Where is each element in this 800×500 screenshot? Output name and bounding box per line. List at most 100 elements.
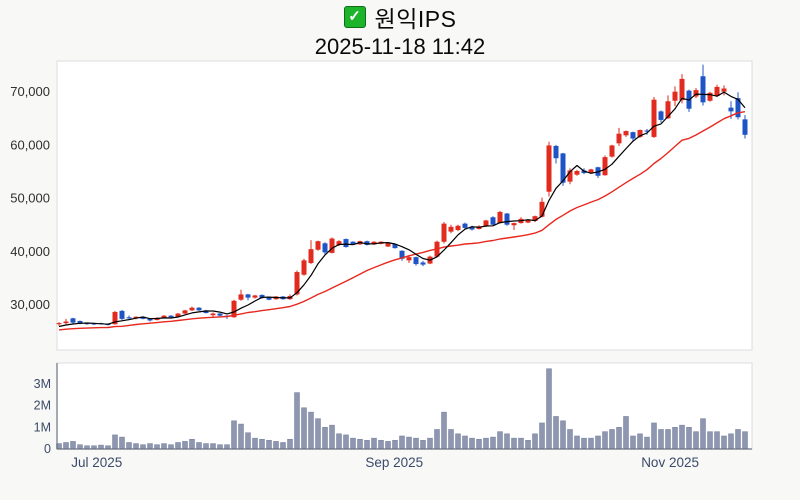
volume-bar bbox=[504, 433, 510, 450]
volume-bar bbox=[147, 443, 153, 450]
candle-body bbox=[623, 131, 629, 136]
volume-bar bbox=[189, 438, 195, 450]
volume-bar bbox=[483, 437, 489, 450]
datetime-label: 2025-11-18 11:42 bbox=[314, 34, 486, 59]
volume-bar bbox=[126, 442, 132, 450]
volume-bar bbox=[560, 420, 566, 450]
candle-body bbox=[189, 307, 195, 311]
ma-slow-line bbox=[58, 111, 746, 331]
candle-body bbox=[294, 272, 300, 295]
candle-body bbox=[616, 133, 622, 144]
chart-header: ✓ 원익IPS 2025-11-18 11:42 bbox=[0, 2, 800, 60]
volume-bar bbox=[441, 411, 447, 450]
volume-bar bbox=[336, 433, 342, 450]
candle-body bbox=[721, 88, 727, 92]
volume-bar bbox=[266, 440, 272, 450]
candle-body bbox=[581, 170, 587, 174]
volume-bar bbox=[595, 435, 601, 450]
volume-axis-label: 0 bbox=[44, 442, 51, 456]
volume-bar bbox=[602, 431, 608, 450]
volume-panel bbox=[56, 362, 753, 450]
volume-bar bbox=[182, 441, 188, 450]
volume-bar bbox=[378, 440, 384, 450]
candle-body bbox=[252, 295, 258, 298]
candle-body bbox=[329, 238, 335, 253]
candle-body bbox=[112, 311, 118, 325]
candle-body bbox=[84, 323, 90, 325]
volume-bar bbox=[399, 435, 405, 450]
candle-body bbox=[392, 243, 398, 249]
candle-body bbox=[315, 241, 321, 250]
volume-bar bbox=[315, 418, 321, 450]
volume-bar bbox=[455, 433, 461, 450]
volume-bar bbox=[567, 429, 573, 450]
volume-bar bbox=[322, 427, 328, 450]
volume-bar bbox=[462, 435, 468, 450]
price-axis-label: 40,000 bbox=[10, 244, 50, 259]
candle-body bbox=[574, 170, 580, 175]
volume-bar bbox=[511, 437, 517, 450]
stock-name-label: 원익IPS bbox=[374, 6, 457, 32]
candle-body bbox=[203, 310, 209, 314]
ma-fast-line bbox=[58, 91, 746, 328]
volume-bar bbox=[385, 441, 391, 450]
price-axis-label: 30,000 bbox=[10, 297, 50, 312]
price-axis-label: 60,000 bbox=[10, 137, 50, 152]
candle-body bbox=[210, 313, 216, 316]
month-label: Nov 2025 bbox=[641, 455, 699, 470]
candle-body bbox=[665, 101, 671, 119]
candle-body bbox=[385, 243, 391, 247]
candle-body bbox=[714, 86, 720, 96]
volume-bar bbox=[245, 432, 251, 450]
candle-body bbox=[707, 92, 713, 101]
volume-bar bbox=[406, 436, 412, 450]
volume-bar bbox=[133, 443, 139, 450]
candle-body bbox=[672, 91, 678, 101]
volume-bar bbox=[693, 431, 699, 450]
volume-bar bbox=[679, 424, 685, 450]
candle-body bbox=[77, 321, 83, 324]
candle-body bbox=[259, 294, 265, 299]
volume-bar bbox=[574, 435, 580, 450]
volume-bar bbox=[154, 444, 160, 450]
volume-bar bbox=[630, 435, 636, 450]
volume-bar bbox=[119, 436, 125, 450]
volume-bar bbox=[651, 422, 657, 450]
candle-body bbox=[455, 225, 461, 231]
candle-body bbox=[238, 294, 244, 300]
volume-bar bbox=[469, 437, 475, 450]
candle-body bbox=[567, 170, 573, 182]
volume-bar bbox=[525, 440, 531, 450]
volume-bar bbox=[63, 442, 69, 450]
volume-bar bbox=[637, 433, 643, 450]
volume-bar bbox=[420, 440, 426, 450]
volume-bar bbox=[371, 437, 377, 450]
volume-bar bbox=[742, 431, 748, 450]
candle-body bbox=[420, 262, 426, 265]
candle-body bbox=[245, 294, 251, 298]
candle-body bbox=[644, 130, 650, 132]
volume-bar bbox=[427, 437, 433, 450]
candle-body bbox=[679, 78, 685, 101]
candle-body bbox=[119, 310, 125, 319]
volume-bar bbox=[161, 443, 167, 450]
candle-body bbox=[301, 260, 307, 275]
candle-body bbox=[371, 241, 377, 245]
candle-body bbox=[637, 130, 643, 137]
price-axis-label: 50,000 bbox=[10, 191, 50, 206]
price-axis-label: 70,000 bbox=[10, 84, 50, 99]
checkbox-icon[interactable]: ✓ bbox=[343, 6, 366, 28]
volume-bar bbox=[448, 429, 454, 450]
volume-bar bbox=[413, 437, 419, 450]
candle-body bbox=[651, 99, 657, 137]
volume-bar bbox=[714, 431, 720, 450]
volume-bar bbox=[196, 442, 202, 450]
volume-bar bbox=[287, 438, 293, 450]
candle-body bbox=[735, 98, 741, 118]
candle-body bbox=[469, 226, 475, 230]
volume-axis-label: 2M bbox=[34, 399, 51, 413]
volume-bar bbox=[273, 441, 279, 450]
candle-body bbox=[168, 315, 174, 318]
candle-body bbox=[406, 257, 412, 261]
